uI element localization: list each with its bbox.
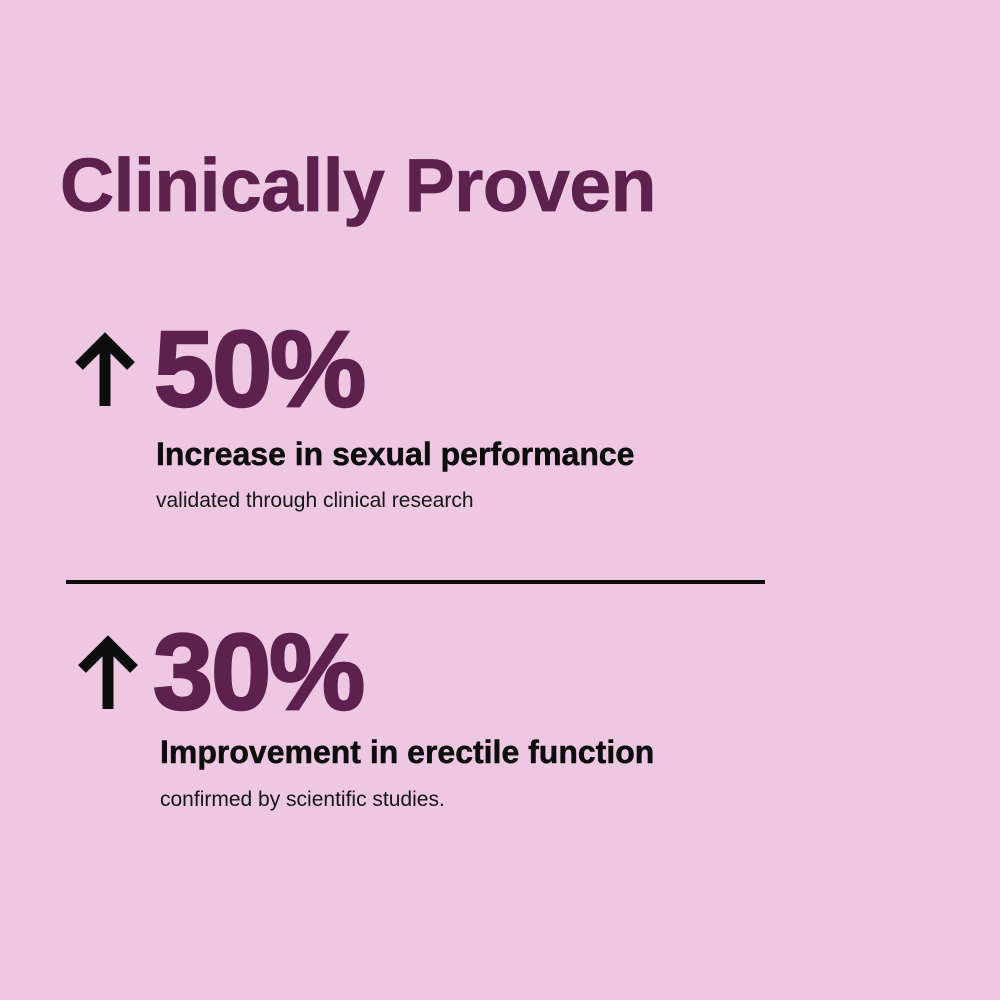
stat-value: 50% <box>153 308 368 429</box>
stat-label: Increase in sexual performance <box>156 436 635 472</box>
stat-label: Improvement in erectile function <box>160 734 655 770</box>
divider-line <box>66 580 765 584</box>
page-title: Clinically Proven <box>60 143 657 227</box>
stat-note: confirmed by scientific studies. <box>160 788 445 811</box>
arrow-up-icon <box>75 332 135 406</box>
stat-note: validated through clinical research <box>156 489 474 512</box>
arrow-up-icon <box>78 635 138 709</box>
stat-value: 30% <box>152 611 367 732</box>
